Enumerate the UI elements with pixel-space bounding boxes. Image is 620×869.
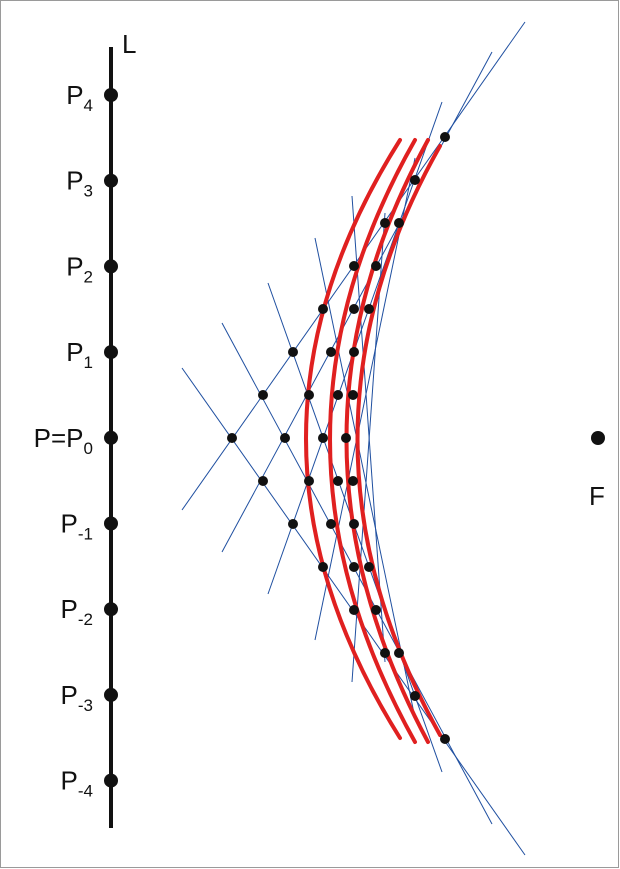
intersection-dot [318,562,328,572]
intersection-dot [326,519,336,529]
intersection-dot [349,519,359,529]
intersection-points [227,132,450,744]
intersection-dot [380,218,390,228]
intersection-dot [371,605,381,615]
directrix-points: P4 P3 P2 P1 P=P0 P-1 P-2 P-3 P-4 [34,80,118,801]
directrix-point [104,259,118,274]
directrix-point [104,173,118,188]
intersection-dot [326,347,336,357]
directrix-point-label: P2 [66,251,93,286]
intersection-dot [394,218,404,228]
directrix-point-label: P=P0 [34,423,93,458]
intersection-dot [371,261,381,271]
intersection-dot [349,562,359,572]
intersection-dot [410,175,420,185]
directrix-point [104,602,118,617]
intersection-dot [380,648,390,658]
intersection-dot [394,648,404,658]
intersection-dot [349,347,359,357]
directrix-point [104,345,118,360]
intersection-dot [440,132,450,142]
directrix-point-label: P-4 [61,766,93,801]
intersection-dot [349,605,359,615]
intersection-dot [364,562,374,572]
intersection-dot [227,433,237,443]
directrix-point-label: P4 [66,80,93,115]
construction-line [314,157,416,641]
intersection-dot [348,476,358,486]
intersection-dot [258,476,268,486]
directrix-point-label: P3 [66,166,93,201]
directrix-point [104,430,118,445]
intersection-dot [333,390,343,400]
intersection-dot [288,519,298,529]
directrix-point [104,687,118,702]
intersection-dot [333,476,343,486]
wavefront-curve [304,138,402,740]
intersection-dot [348,390,358,400]
focus-label: F [589,481,605,511]
directrix-point [104,516,118,531]
intersection-dot [349,261,359,271]
intersection-dot [440,734,450,744]
wavefront-curve [328,138,417,744]
directrix-point-label: P-1 [61,509,93,544]
directrix-point [104,773,118,788]
intersection-dot [258,390,268,400]
directrix-point-label: P-2 [61,594,93,629]
focus-point [591,431,605,445]
directrix-point-label: P1 [66,337,93,372]
intersection-dot [288,347,298,357]
intersection-dot [304,390,314,400]
intersection-dot [304,476,314,486]
directrix-point [104,88,118,102]
intersection-dot [280,433,290,443]
directrix-point-label: P-3 [61,680,93,715]
line-label: L [122,29,136,59]
intersection-dot [341,433,351,443]
intersection-dot [318,304,328,314]
intersection-dot [410,691,420,701]
intersection-dot [364,304,374,314]
intersection-dot [318,433,328,443]
construction-line [314,237,416,719]
intersection-dot [349,304,359,314]
